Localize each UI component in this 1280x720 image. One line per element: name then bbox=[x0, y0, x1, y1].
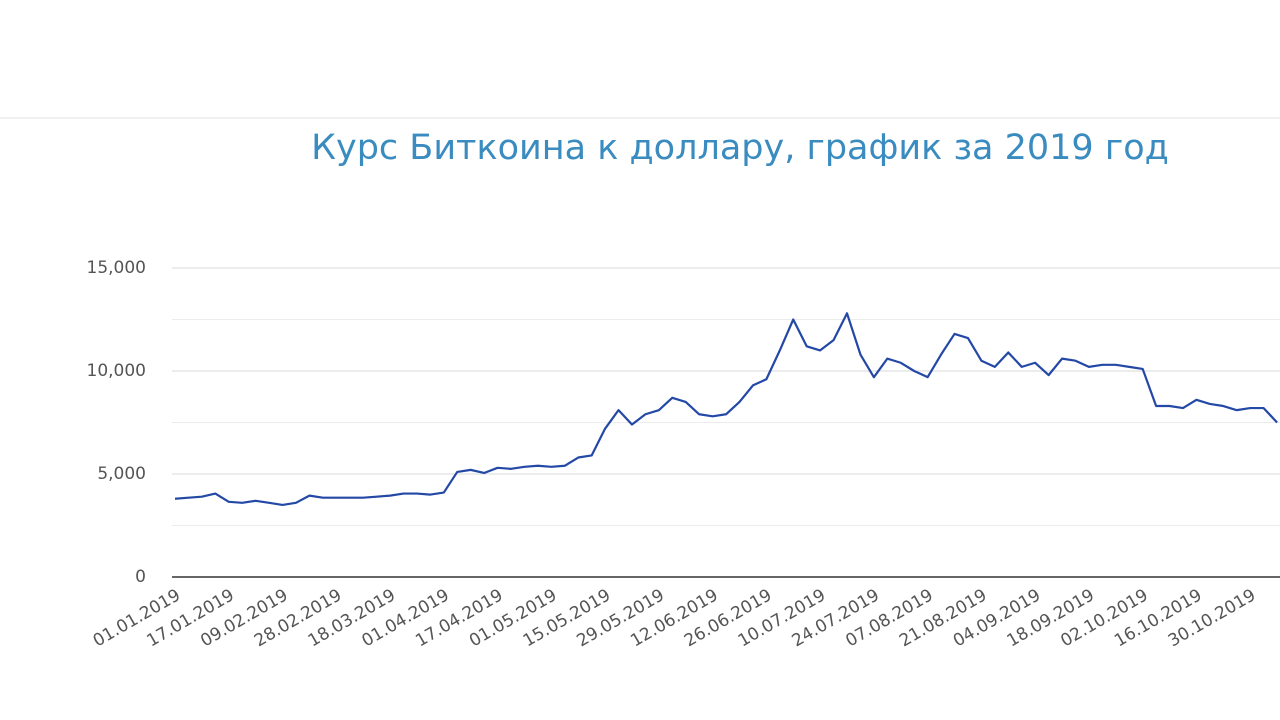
price-line bbox=[174, 312, 1278, 506]
y-tick-label: 15,000 bbox=[87, 258, 146, 278]
y-tick-label: 10,000 bbox=[87, 361, 146, 381]
y-tick-label: 5,000 bbox=[97, 464, 146, 484]
y-tick-label: 0 bbox=[135, 567, 146, 587]
chart-title: Курс Биткоина к доллару, график за 2019 … bbox=[311, 128, 1169, 168]
